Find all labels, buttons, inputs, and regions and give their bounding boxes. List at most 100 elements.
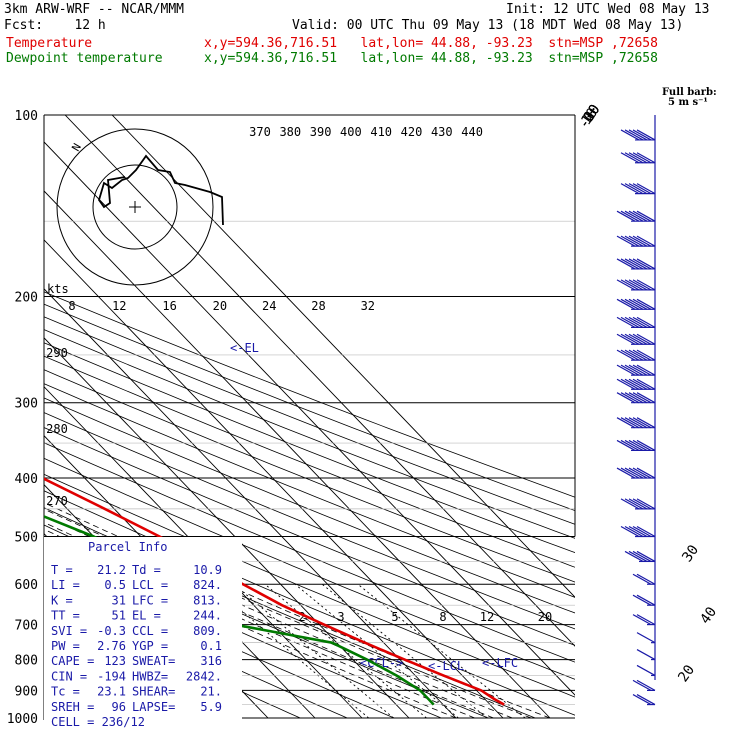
wind-barb-flag xyxy=(624,525,644,538)
wind-barb-flag xyxy=(632,679,652,691)
wind-barb-flag xyxy=(616,235,636,247)
parcel-info-label: Tc = xyxy=(51,685,80,699)
parcel-info-label: LCL = xyxy=(132,578,168,592)
theta-label: 390 xyxy=(310,125,332,139)
wind-barb xyxy=(616,333,656,345)
theta-label: 280 xyxy=(46,422,68,436)
wind-barb-flag xyxy=(636,664,656,676)
isotherm xyxy=(44,239,504,719)
wind-barb-flag xyxy=(624,235,644,247)
wind-barb-flag xyxy=(628,183,648,195)
temperature-tick-label: 30 xyxy=(679,542,702,565)
wind-barb-flag xyxy=(620,467,640,479)
wind-barb-flag xyxy=(616,378,636,390)
pressure-tick-label: 500 xyxy=(15,530,38,545)
pressure-tick-label: 100 xyxy=(15,109,38,124)
theta-label: 440 xyxy=(461,125,483,139)
wind-barb-flag xyxy=(616,210,636,222)
parcel-info-label: LFC = xyxy=(132,593,168,607)
wind-barb-flag xyxy=(628,129,648,141)
pressure-tick-label: 600 xyxy=(15,578,38,593)
wind-barb-flag xyxy=(628,349,648,361)
pressure-tick-label: 700 xyxy=(15,619,38,634)
wind-barb-flag xyxy=(624,417,644,429)
wind-barb-flag xyxy=(628,467,648,479)
parcel-info-value: 813. xyxy=(193,593,222,607)
theta-label: 290 xyxy=(46,346,68,360)
isotherm xyxy=(44,190,551,719)
isotherm xyxy=(64,115,575,647)
wind-barb xyxy=(616,364,656,376)
temperature-legend: Temperature xyxy=(6,36,93,51)
wind-barb-flag xyxy=(636,378,656,390)
theta-label: 410 xyxy=(370,125,392,139)
hodograph-trace xyxy=(98,154,224,226)
parcel-info-value: 5.9 xyxy=(200,700,222,714)
hodograph-north-label: N xyxy=(69,141,84,153)
wind-barb-flag xyxy=(616,258,636,270)
wind-barb-flag xyxy=(636,210,656,222)
parcel-info-label: YGP = xyxy=(132,639,168,653)
theta-label: 370 xyxy=(249,125,271,139)
parcel-info-label: PW = xyxy=(51,639,80,653)
wind-barb-flag xyxy=(628,392,648,404)
hodograph-ring xyxy=(56,128,214,286)
wind-barb-flag xyxy=(628,152,648,164)
wind-barb-flag xyxy=(624,467,644,479)
wind-barb xyxy=(620,183,656,195)
wind-barb-flag xyxy=(632,258,652,270)
wind-barb xyxy=(620,498,656,510)
wind-barb-flag xyxy=(636,235,656,247)
model-title: 3km ARW-WRF -- NCAR/MMM xyxy=(4,2,185,17)
wind-barb-flag xyxy=(636,694,656,706)
wind-barb-flag xyxy=(620,498,640,510)
wind-barb xyxy=(616,467,656,479)
wind-barb-flag xyxy=(636,316,656,328)
wind-barb-flag xyxy=(636,550,656,562)
wind-barb-flag xyxy=(624,129,644,141)
forecast-hour: Fcst: 12 h xyxy=(4,18,106,33)
hodograph-ring-label: 8 xyxy=(68,299,75,313)
wind-barb-flag xyxy=(620,279,640,291)
wind-barb-flag xyxy=(632,364,652,376)
wind-barb-flag xyxy=(624,210,644,222)
wind-barb-flag xyxy=(620,364,640,376)
theta-label: 420 xyxy=(401,125,423,139)
temperature-tick-label: 10 xyxy=(578,105,601,128)
mixing-ratio-label: 12 xyxy=(480,610,494,624)
wind-barb-flag xyxy=(620,392,640,404)
wind-barb-flag xyxy=(616,298,636,310)
wind-barb-flag xyxy=(620,316,640,328)
wind-barb xyxy=(636,632,656,644)
wind-barb-flag xyxy=(636,129,656,141)
wind-barb-flag xyxy=(616,279,636,291)
wind-barb-flag xyxy=(616,392,636,404)
hodograph-ring-label: 24 xyxy=(262,299,276,313)
mixing-ratio-line xyxy=(357,583,526,719)
wind-barb-flag xyxy=(632,210,652,222)
parcel-info-label: SHEAR= xyxy=(132,685,175,699)
theta-label: 270 xyxy=(46,494,68,508)
wind-barb xyxy=(616,417,656,429)
lcl-marker: <-LCL xyxy=(428,659,464,673)
wind-barb-flag xyxy=(624,298,644,310)
wind-barb xyxy=(616,439,656,452)
wind-barb-flag xyxy=(636,439,656,451)
wind-barb xyxy=(616,316,656,328)
wind-barb-flag xyxy=(624,279,644,291)
wind-barb xyxy=(620,525,656,538)
wind-barb-flag xyxy=(632,498,652,510)
wind-barb-flag xyxy=(628,210,648,222)
parcel-info-label: CAPE = xyxy=(51,654,94,668)
temperature-tick-label: 20 xyxy=(675,662,698,685)
wind-barb-flag xyxy=(632,467,652,479)
wind-barb-flag xyxy=(624,333,644,345)
wind-barb xyxy=(632,614,656,626)
wind-barb xyxy=(616,210,656,222)
wind-barb-flag xyxy=(628,298,648,310)
wind-barb-flag xyxy=(636,614,656,626)
dewpoint-location: x,y=594.36,716.51 lat,lon= 44.88, -93.23… xyxy=(204,51,658,66)
parcel-info-value: 96 xyxy=(112,700,126,714)
wind-barb-flag xyxy=(632,333,652,345)
wind-barb-flag xyxy=(632,392,652,404)
